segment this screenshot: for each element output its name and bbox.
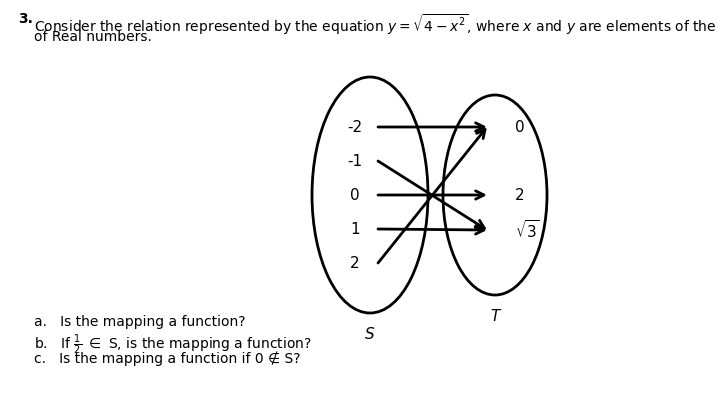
Text: 3.: 3. <box>18 12 33 26</box>
Text: $\sqrt{3}$: $\sqrt{3}$ <box>515 219 540 241</box>
Text: S: S <box>365 327 375 342</box>
Text: a.   Is the mapping a function?: a. Is the mapping a function? <box>34 315 246 329</box>
Text: 2: 2 <box>350 256 360 271</box>
Text: -2: -2 <box>348 119 363 134</box>
Text: c.   Is the mapping a function if 0 ∉ S?: c. Is the mapping a function if 0 ∉ S? <box>34 351 300 366</box>
Text: 0: 0 <box>515 119 525 134</box>
Text: 0: 0 <box>350 188 360 202</box>
Text: of Real numbers.: of Real numbers. <box>34 30 152 44</box>
Text: 1: 1 <box>350 222 360 237</box>
Text: Consider the relation represented by the equation $y = \sqrt{4 - x^2}$, where $x: Consider the relation represented by the… <box>34 12 720 37</box>
Text: T: T <box>490 309 500 324</box>
Text: -1: -1 <box>348 153 363 168</box>
Text: 2: 2 <box>515 188 525 202</box>
Text: b.   If $\frac{1}{2}$ $\in$ S, is the mapping a function?: b. If $\frac{1}{2}$ $\in$ S, is the mapp… <box>34 333 312 357</box>
